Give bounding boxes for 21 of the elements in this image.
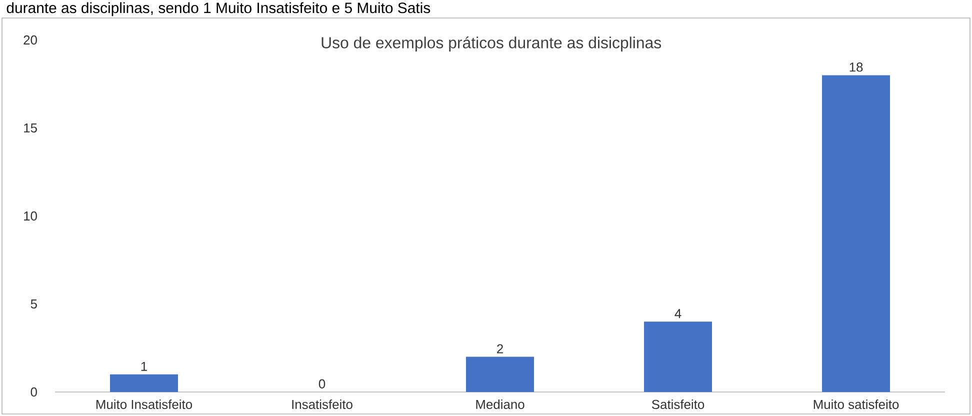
y-tick-label: 0 [30,387,37,397]
x-tick-label: Mediano [476,400,524,410]
text: durante as disciplinas, sendo 1 Muito Insatisfeito e 5 Muito Satis [6,2,430,16]
data-label: 4 [674,309,682,318]
y-tick-label: 20 [24,35,37,45]
data-label: 1 [141,362,147,371]
bar [110,374,178,392]
x-tick-label: Muito satisfeito [814,400,899,410]
y-tick-label: 15 [24,123,37,133]
y-tick-label: 10 [24,211,37,221]
bar [822,75,890,392]
x-tick-label: Satisfeito [652,400,704,410]
data-label: 18 [850,62,863,72]
y-tick-label: 5 [30,299,37,309]
bar [466,356,534,392]
x-tick-label: Muito Insatisfeito [96,400,192,410]
data-label: 2 [497,344,503,354]
chart-title: Uso de exemplos práticos durante as disicplinas [322,36,662,52]
x-tick-label: Insatisfeito [292,400,352,410]
data-label: 0 [318,379,326,388]
bar [644,322,712,392]
